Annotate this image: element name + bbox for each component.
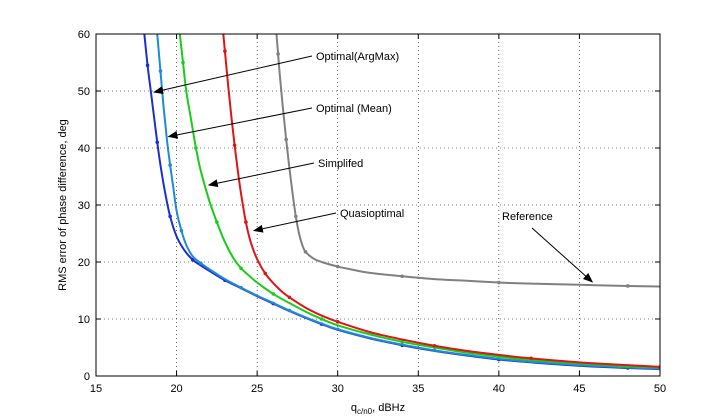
series-point-optimal-argmax	[168, 214, 172, 219]
annotation-label-simplifed: Simplifed	[318, 158, 363, 170]
series-line-quasioptimal	[222, 34, 660, 368]
series-point-optimal-argmax	[145, 63, 150, 68]
series-point-reference	[284, 137, 288, 142]
series-point-simplifed	[239, 266, 243, 271]
series-point-optimal-mean	[287, 308, 292, 313]
series-point-optimal-argmax	[190, 257, 195, 262]
annotations: Optimal(ArgMax) Optimal (Mean) Simplifed Qu…	[153, 51, 594, 283]
series-point-reference	[276, 52, 280, 56]
series-point-optimal-mean	[335, 327, 340, 332]
series-point-reference	[335, 264, 340, 269]
series-point-optimal-mean	[168, 163, 172, 167]
x-tick-label: 20	[170, 383, 182, 395]
series-point-quasioptimal	[529, 356, 533, 361]
series-point-reference	[400, 274, 404, 279]
annotation-arrow-quasioptimal	[252, 212, 337, 233]
series-point-quasioptimal	[263, 271, 268, 276]
x-axis-label: qc/n0, dBHz	[351, 402, 405, 416]
y-tick-label: 20	[78, 257, 90, 269]
x-tick-label: 25	[251, 383, 263, 395]
series-point-optimal-mean	[198, 261, 203, 265]
y-tick-label: 30	[78, 200, 90, 212]
annotation-arrow-optimal-argmax	[153, 55, 313, 95]
annotation-label-reference: Reference	[502, 211, 553, 223]
y-tick-label: 50	[78, 86, 90, 98]
grid-lines	[96, 34, 660, 376]
series-point-quasioptimal	[244, 220, 248, 224]
x-axis-label-main: q	[351, 402, 357, 414]
series-point-simplifed	[319, 317, 324, 321]
annotation-label-quasioptimal: Quasioptimal	[340, 208, 404, 220]
annotation-arrow-reference	[531, 227, 594, 283]
y-axis-label: RMS error of phase difference, deg	[57, 119, 69, 291]
annotation-arrow-simplifed	[207, 162, 315, 188]
series-point-simplifed	[181, 60, 185, 65]
series-point-optimal-mean	[432, 348, 437, 353]
x-tick-label: 50	[654, 383, 666, 395]
plot-area	[96, 34, 660, 376]
x-axis-label-subscript: c/n0	[357, 407, 373, 416]
series-point-quasioptimal	[287, 295, 292, 300]
y-tick-label: 40	[78, 143, 90, 155]
annotation-arrow-optimal-mean	[167, 107, 313, 139]
series-point-reference	[497, 280, 501, 285]
series-point-simplifed	[215, 220, 219, 224]
x-tick-label: 45	[573, 383, 585, 395]
x-tick-label: 30	[332, 383, 344, 395]
series-point-reference	[303, 249, 308, 254]
series-point-simplifed	[271, 292, 276, 296]
series-line-optimal-mean	[156, 34, 660, 370]
series-point-simplifed	[194, 146, 198, 150]
x-axis-label-units: , dBHz	[372, 402, 405, 414]
series-point-quasioptimal	[232, 143, 237, 147]
series-line-reference	[275, 34, 660, 288]
series-point-quasioptimal	[223, 49, 227, 53]
annotation-label-optimal-mean: Optimal (Mean)	[316, 103, 392, 115]
annotation-label-optimal-argmax: Optimal(ArgMax)	[316, 51, 399, 63]
series-point-quasioptimal	[335, 320, 340, 324]
series-point-optimal-mean	[239, 285, 243, 290]
y-tick-label: 60	[78, 29, 90, 41]
series-point-reference	[294, 214, 298, 219]
x-tick-label: 35	[412, 383, 424, 395]
series-point-optimal-mean	[179, 228, 184, 233]
x-tick-label: 15	[90, 383, 102, 395]
series-point-optimal-argmax	[155, 140, 160, 145]
y-tick-label: 0	[84, 371, 90, 383]
x-tick-label: 40	[493, 383, 505, 395]
series-point-optimal-mean	[158, 69, 163, 73]
series-point-simplifed	[400, 340, 404, 344]
axis-ticks: 15 20 25 30 35 40 45 50 0 10 20 30 40 50 60	[78, 29, 666, 395]
y-tick-label: 10	[78, 314, 90, 326]
series-point-quasioptimal	[432, 343, 437, 348]
series-group	[143, 34, 660, 371]
series-point-reference	[625, 284, 630, 288]
